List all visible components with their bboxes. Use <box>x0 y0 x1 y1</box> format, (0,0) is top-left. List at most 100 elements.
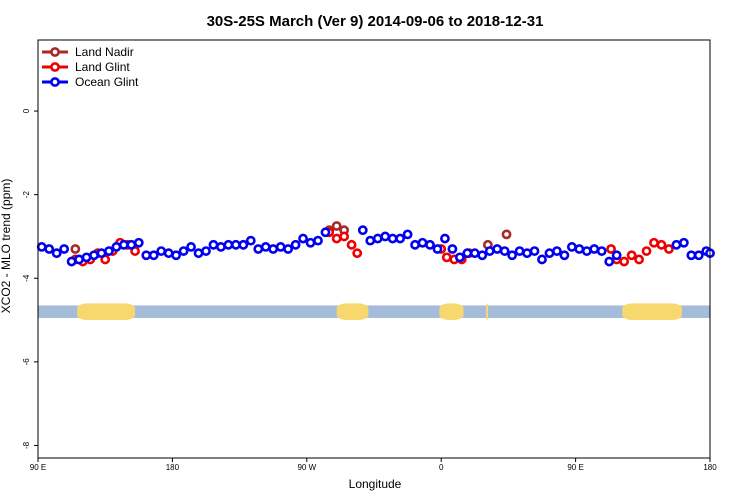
data-point-ocean-glint <box>425 239 435 250</box>
legend-label: Land Nadir <box>75 45 134 59</box>
x-tick-label: 180 <box>703 463 717 472</box>
data-point-ocean-glint <box>574 244 585 254</box>
data-point-ocean-glint <box>552 246 562 256</box>
data-point-ocean-glint <box>529 246 540 256</box>
data-point-ocean-glint <box>604 256 615 267</box>
data-point-ocean-glint <box>454 252 465 263</box>
data-point-ocean-glint <box>186 242 196 252</box>
data-point-ocean-glint <box>611 250 622 261</box>
data-point-ocean-glint <box>178 246 189 256</box>
data-point-ocean-glint <box>320 227 331 238</box>
data-point-ocean-glint <box>522 248 532 259</box>
x-tick-label: 0 <box>439 463 444 472</box>
data-point-ocean-glint <box>118 239 129 250</box>
x-tick-label: 90 E <box>567 463 583 472</box>
data-point-land-glint <box>331 233 342 244</box>
data-point-ocean-glint <box>671 239 682 250</box>
land-ocean-band <box>38 303 710 320</box>
data-point-ocean-glint <box>402 229 413 240</box>
data-point-ocean-glint <box>126 239 137 250</box>
data-point-ocean-glint <box>492 244 503 254</box>
data-point-land-glint <box>641 246 652 256</box>
ocean-band <box>38 305 710 318</box>
data-point-ocean-glint <box>484 246 495 256</box>
data-point-ocean-glint <box>357 225 368 236</box>
legend-item-land-glint: Land Glint <box>42 60 130 74</box>
land-segment <box>622 303 682 320</box>
data-point-ocean-glint <box>208 239 219 250</box>
y-tick-label: -6 <box>22 358 31 366</box>
data-point-land-glint <box>619 256 630 267</box>
data-point-ocean-glint <box>678 237 689 248</box>
land-segment <box>486 303 488 320</box>
y-axis: 0 -2 -4 -6 -8 <box>22 108 38 449</box>
legend-item-ocean-glint: Ocean Glint <box>42 75 139 89</box>
data-point-ocean-glint <box>290 239 301 250</box>
data-point-ocean-glint <box>193 248 204 259</box>
data-point-ocean-glint <box>447 244 458 254</box>
data-point-land-nadir <box>501 229 512 240</box>
data-point-ocean-glint <box>514 246 525 256</box>
data-point-ocean-glint <box>432 244 443 254</box>
data-point-ocean-glint <box>111 242 122 252</box>
data-point-ocean-glint <box>59 244 70 254</box>
data-point-ocean-glint <box>36 242 47 252</box>
x-axis: 90 E 180 90 W 0 90 E 180 <box>30 458 717 472</box>
data-point-land-nadir <box>331 221 342 231</box>
data-point-land-glint <box>441 252 452 263</box>
data-point-ocean-glint <box>387 233 398 244</box>
data-point-ocean-glint <box>380 231 391 242</box>
land-segment <box>439 303 464 320</box>
data-point-ocean-glint <box>238 239 249 250</box>
data-point-ocean-glint <box>417 237 428 248</box>
data-point-ocean-glint <box>469 248 480 259</box>
y-tick-label: -2 <box>22 191 31 199</box>
data-point-ocean-glint <box>499 246 510 256</box>
legend-marker <box>50 62 60 72</box>
data-point-land-glint <box>339 231 350 242</box>
data-point-ocean-glint <box>589 244 600 254</box>
chart-title: 30S-25S March (Ver 9) 2014-09-06 to 2018… <box>207 13 544 30</box>
data-point-ocean-glint <box>81 252 92 263</box>
data-point-ocean-glint <box>148 250 159 261</box>
data-point-ocean-glint <box>365 235 376 246</box>
data-point-ocean-glint <box>462 248 473 259</box>
y-tick-label: 0 <box>22 108 31 113</box>
data-point-ocean-glint <box>260 242 271 252</box>
series-layer <box>36 221 715 267</box>
data-point-ocean-glint <box>559 250 570 261</box>
y-axis-label: XCO2 - MLO trend (ppm) <box>0 179 13 314</box>
data-point-ocean-glint <box>44 244 55 254</box>
data-point-ocean-glint <box>283 244 294 254</box>
x-tick-label: 90 W <box>297 463 316 472</box>
data-point-ocean-glint <box>133 237 144 248</box>
data-point-ocean-glint <box>440 233 450 244</box>
data-point-ocean-glint <box>686 250 697 261</box>
data-point-ocean-glint <box>89 250 99 261</box>
legend-label: Ocean Glint <box>75 75 139 89</box>
data-point-ocean-glint <box>298 233 308 244</box>
data-point-ocean-glint <box>201 246 211 256</box>
data-point-ocean-glint <box>544 248 555 259</box>
legend-item-land-nadir: Land Nadir <box>42 45 134 59</box>
legend-marker <box>50 77 60 87</box>
data-point-ocean-glint <box>268 244 279 254</box>
data-point-ocean-glint <box>275 242 286 252</box>
data-point-land-glint <box>656 239 667 250</box>
data-point-ocean-glint <box>507 250 518 261</box>
data-point-ocean-glint <box>305 237 316 248</box>
legend-label: Land Glint <box>75 60 130 74</box>
data-point-ocean-glint <box>395 233 406 244</box>
data-point-ocean-glint <box>313 235 323 246</box>
land-segment <box>336 303 369 320</box>
y-tick-label: -4 <box>22 274 31 282</box>
data-point-ocean-glint <box>230 239 241 250</box>
data-point-ocean-glint <box>693 250 704 261</box>
data-point-ocean-glint <box>566 242 577 252</box>
data-point-ocean-glint <box>410 239 420 250</box>
data-point-land-glint <box>634 254 644 265</box>
data-point-ocean-glint <box>596 246 607 256</box>
data-point-land-glint <box>626 250 637 261</box>
data-point-ocean-glint <box>66 256 77 267</box>
